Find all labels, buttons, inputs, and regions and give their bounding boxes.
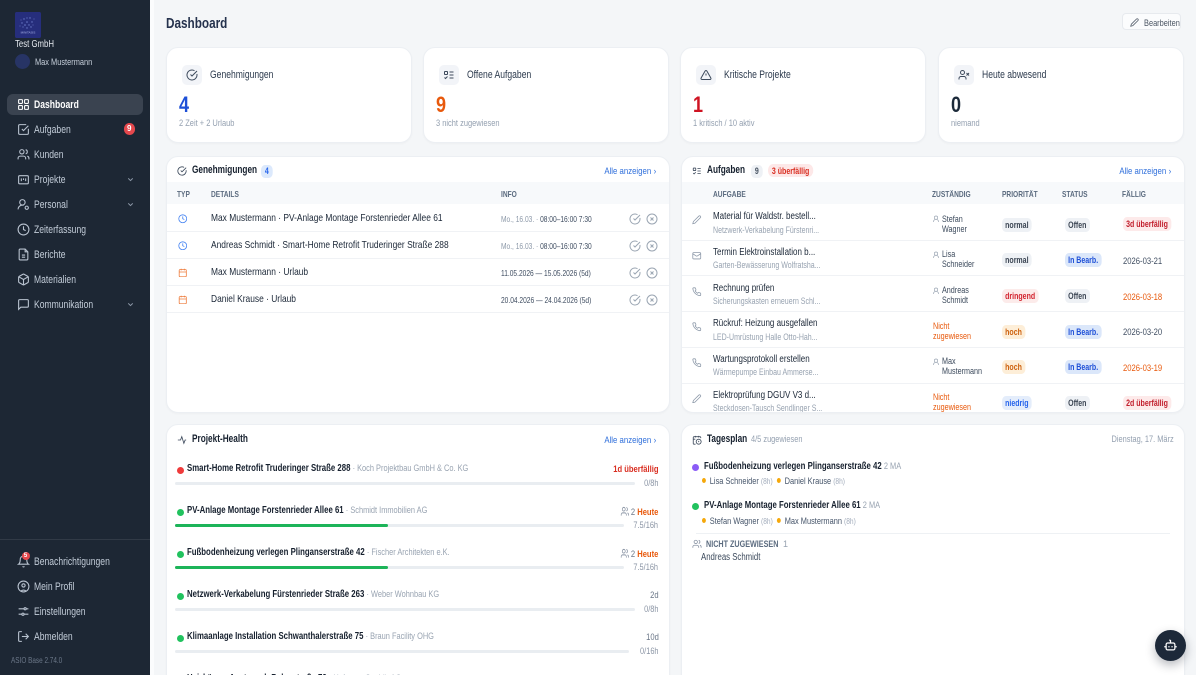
svg-text:MINITASIS: MINITASIS xyxy=(21,31,36,35)
